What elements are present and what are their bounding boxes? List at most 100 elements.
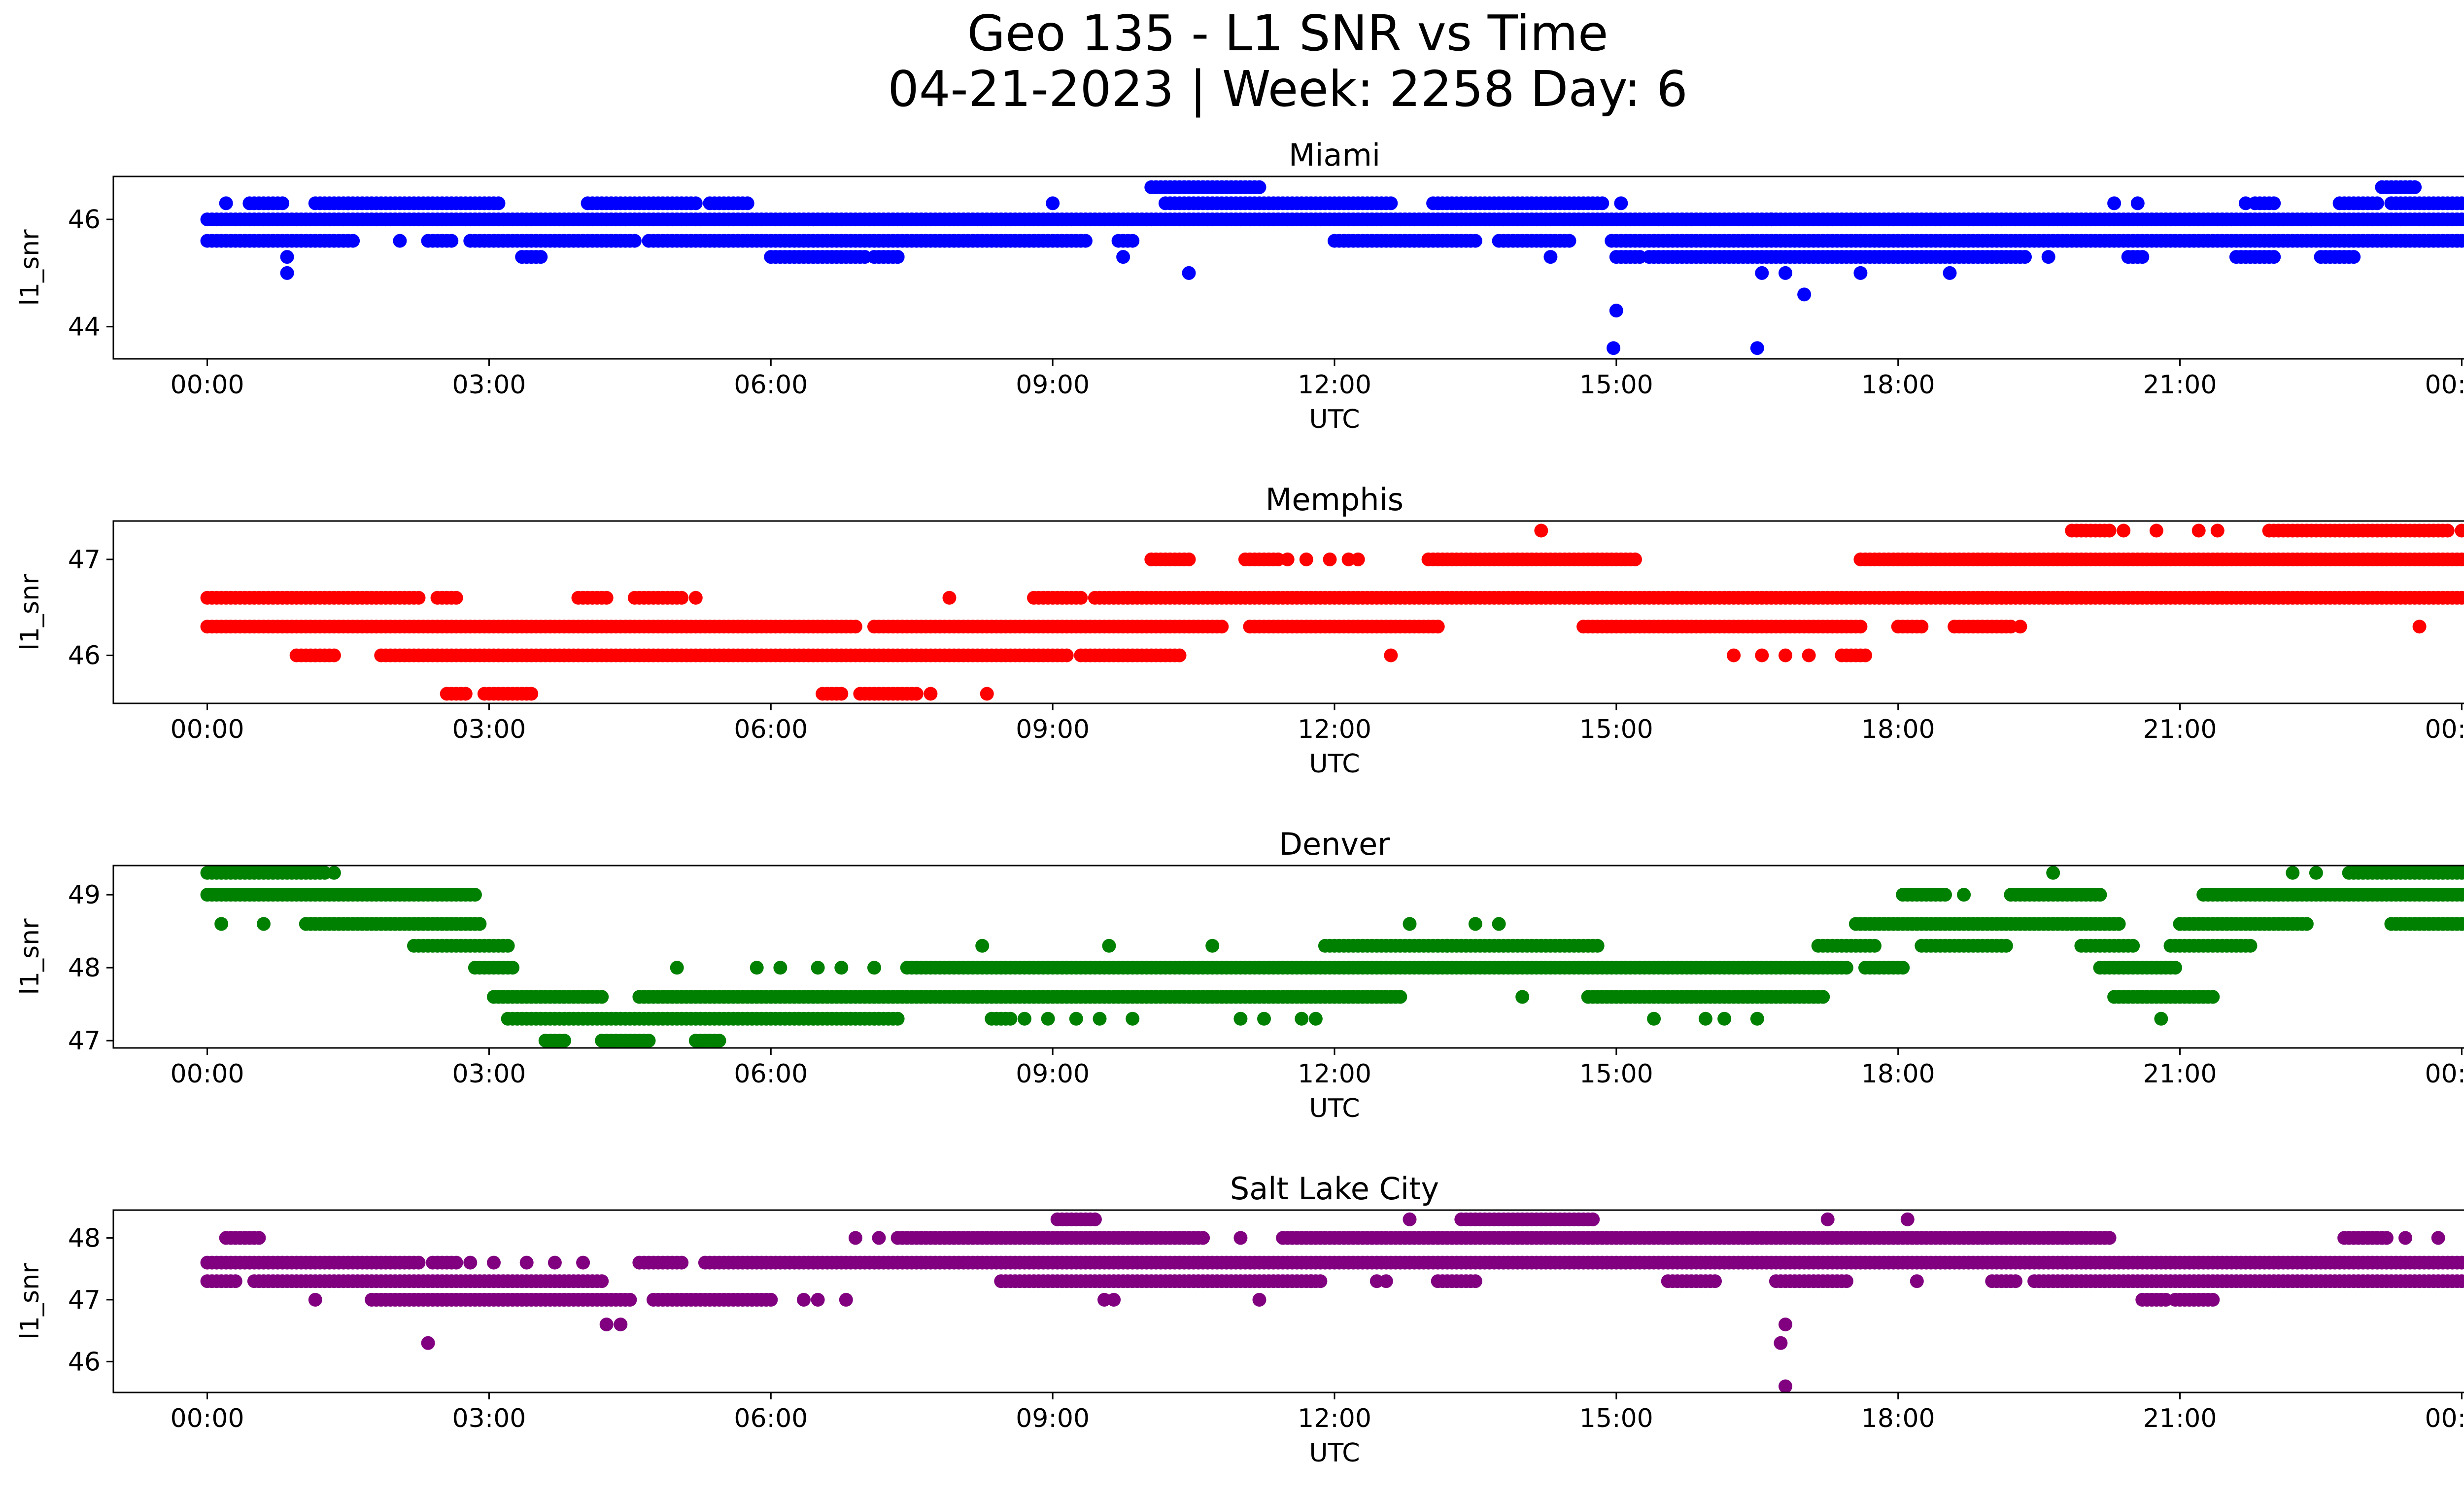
data-point — [1069, 1011, 1083, 1026]
data-point — [1999, 939, 2013, 953]
data-point — [2267, 196, 2281, 210]
x-tick-label: 12:00 — [1298, 370, 1371, 400]
data-point — [487, 1255, 501, 1270]
data-point — [675, 591, 689, 605]
x-tick-label: 18:00 — [1861, 715, 1935, 744]
data-point — [1304, 1274, 1318, 1288]
data-point — [2455, 917, 2464, 931]
data-point — [2455, 888, 2464, 902]
data-point — [1384, 648, 1398, 662]
data-point — [623, 1292, 637, 1307]
data-point — [1609, 304, 1623, 318]
x-tick-label: 00:00 — [2425, 715, 2464, 744]
x-tick-label: 00:00 — [2425, 1404, 2464, 1433]
data-point — [740, 196, 754, 210]
data-point — [1379, 1274, 1393, 1288]
data-point — [2455, 1274, 2464, 1288]
data-points — [200, 866, 2464, 1048]
data-point — [1233, 1231, 1248, 1245]
data-point — [2450, 234, 2464, 248]
y-axis-label: l1_snr — [15, 1263, 45, 1340]
data-point — [764, 1292, 778, 1307]
subplot-title: Salt Lake City — [1230, 1171, 1439, 1207]
y-tick-label: 48 — [68, 953, 101, 983]
data-point — [275, 196, 290, 210]
data-point — [228, 1274, 242, 1288]
data-point — [1595, 196, 1609, 210]
data-point — [1797, 287, 1812, 302]
data-point — [1590, 939, 1605, 953]
data-point — [473, 917, 487, 931]
data-point — [2455, 196, 2464, 210]
data-point — [1586, 1212, 1600, 1226]
data-point — [458, 687, 473, 701]
data-point — [2455, 591, 2464, 605]
data-point — [2191, 523, 2206, 538]
x-tick-label: 09:00 — [1016, 715, 1090, 744]
y-tick-label: 47 — [68, 1286, 101, 1315]
data-point — [2046, 866, 2060, 880]
data-points — [200, 523, 2464, 701]
data-point — [670, 961, 684, 975]
data-point — [2286, 866, 2300, 880]
data-point — [468, 888, 482, 902]
data-point — [811, 1292, 825, 1307]
data-point — [834, 961, 849, 975]
x-axis-label: UTC — [1309, 1094, 1360, 1123]
x-tick-label: 09:00 — [1016, 1404, 1090, 1433]
data-point — [1088, 1212, 1102, 1226]
data-point — [1116, 250, 1130, 264]
data-point — [1299, 552, 1313, 566]
data-point — [1323, 552, 1337, 566]
x-tick-label: 06:00 — [734, 1404, 808, 1433]
data-point — [1468, 1274, 1482, 1288]
x-tick-label: 00:00 — [171, 1404, 244, 1433]
data-point — [2126, 939, 2140, 953]
data-point — [1750, 341, 1764, 355]
data-point — [449, 591, 463, 605]
x-tick-label: 03:00 — [452, 370, 526, 400]
data-point — [1252, 1292, 1266, 1307]
data-point — [1102, 939, 1116, 953]
x-tick-label: 00:00 — [171, 370, 244, 400]
data-point — [712, 1034, 726, 1048]
data-point — [214, 917, 229, 931]
data-point — [1957, 888, 1971, 902]
data-point — [346, 234, 360, 248]
data-point — [2440, 523, 2455, 538]
data-point — [2130, 196, 2145, 210]
data-point — [1018, 1011, 1031, 1026]
data-point — [1093, 1011, 1107, 1026]
data-point — [411, 1255, 426, 1270]
data-point — [1562, 234, 1576, 248]
subplot-title: Memphis — [1266, 482, 1403, 518]
data-point — [2013, 620, 2027, 634]
data-point — [2398, 234, 2412, 248]
data-point — [1910, 1274, 1924, 1288]
data-point — [980, 687, 994, 701]
data-point — [2018, 250, 2032, 264]
data-point — [1440, 939, 1454, 953]
data-point — [1755, 266, 1769, 280]
data-point — [1196, 1231, 1210, 1245]
data-point — [534, 250, 548, 264]
data-point — [942, 591, 957, 605]
data-point — [1468, 917, 1482, 931]
data-point — [1938, 888, 1952, 902]
x-tick-label: 00:00 — [171, 715, 244, 744]
data-point — [2135, 250, 2150, 264]
data-point — [2041, 250, 2055, 264]
data-point — [2093, 888, 2107, 902]
data-point — [2102, 1231, 2117, 1245]
x-axis-label: UTC — [1309, 1438, 1360, 1468]
data-points — [200, 1212, 2464, 1392]
data-point — [2431, 1231, 2445, 1245]
data-point — [1003, 1011, 1018, 1026]
x-tick-label: 21:00 — [2143, 370, 2217, 400]
data-point — [2107, 196, 2122, 210]
x-tick-label: 18:00 — [1861, 1059, 1935, 1089]
data-point — [909, 687, 924, 701]
